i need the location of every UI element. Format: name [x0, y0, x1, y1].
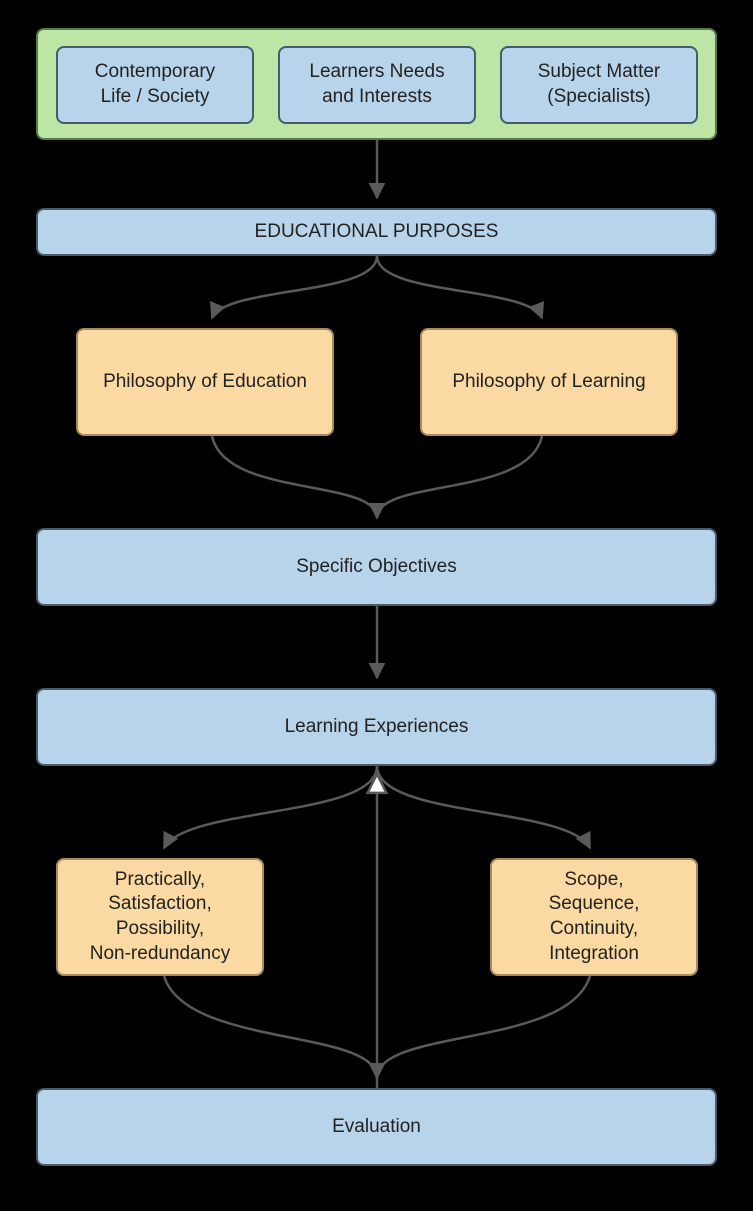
node-label: EDUCATIONAL PURPOSES	[255, 220, 499, 245]
node-label: Learning Experiences	[285, 715, 469, 740]
node-evaluation: Evaluation	[36, 1088, 717, 1166]
node-learning-experiences: Learning Experiences	[36, 688, 717, 766]
node-practically: Practically,Satisfaction,Possibility,Non…	[56, 858, 264, 976]
node-philosophy-learning: Philosophy of Learning	[420, 328, 678, 436]
node-specific-objectives: Specific Objectives	[36, 528, 717, 606]
node-label: ContemporaryLife / Society	[95, 60, 215, 109]
node-label: Philosophy of Learning	[452, 370, 645, 395]
node-educational-purposes: EDUCATIONAL PURPOSES	[36, 208, 717, 256]
node-label: Evaluation	[332, 1115, 421, 1140]
node-label: Philosophy of Education	[103, 370, 307, 395]
node-contemporary-life: ContemporaryLife / Society	[56, 46, 254, 124]
diagram-container: ContemporaryLife / Society Learners Need…	[0, 0, 753, 1211]
node-philosophy-education: Philosophy of Education	[76, 328, 334, 436]
node-learners-needs: Learners Needsand Interests	[278, 46, 476, 124]
node-subject-matter: Subject Matter(Specialists)	[500, 46, 698, 124]
node-label: Learners Needsand Interests	[309, 60, 444, 109]
node-label: Scope,Sequence,Continuity,Integration	[549, 868, 640, 967]
node-label: Practically,Satisfaction,Possibility,Non…	[90, 868, 230, 967]
node-label: Subject Matter(Specialists)	[538, 60, 661, 109]
node-label: Specific Objectives	[296, 555, 457, 580]
node-scope: Scope,Sequence,Continuity,Integration	[490, 858, 698, 976]
